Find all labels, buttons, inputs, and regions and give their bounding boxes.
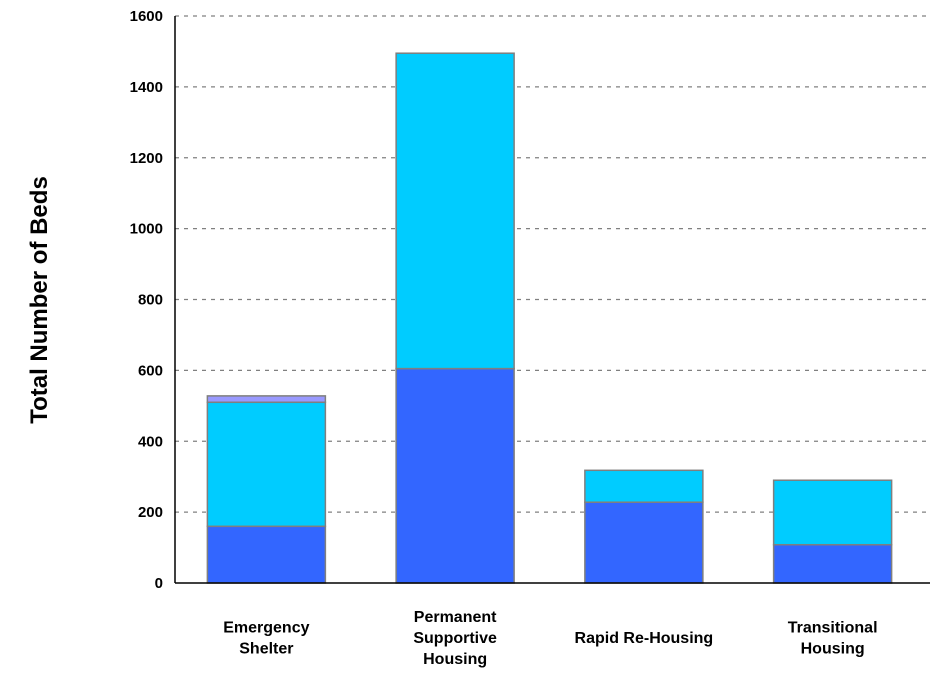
x-category-label: Permanent Supportive Housing: [413, 609, 497, 668]
y-tick-label: 200: [138, 504, 163, 521]
y-tick-label: 800: [138, 292, 163, 309]
bar-segment: [206, 401, 327, 528]
bar-segment: [772, 479, 893, 546]
bar-segment: [206, 525, 327, 584]
y-tick-label: 400: [138, 433, 163, 450]
x-category-labels: Emergency Shelter Permanent Supportive Housi…: [223, 609, 877, 668]
y-tick-label: 1000: [130, 221, 163, 238]
bar-segment: [772, 543, 893, 584]
x-category-label: Transitional Housing: [788, 620, 878, 658]
bar-segment: [206, 395, 327, 404]
y-tick-label: 1400: [130, 79, 163, 96]
bar-segment: [584, 501, 704, 584]
y-tick-label: 1600: [130, 8, 163, 25]
bars: [206, 52, 893, 584]
bar-segment: [395, 367, 515, 584]
y-axis-title: Total Number of Beds: [26, 176, 53, 424]
y-tick-label: 600: [138, 362, 163, 379]
x-category-label: Emergency Shelter: [223, 620, 309, 658]
y-tick-labels: 0 200 400 600 800 1000 1200 1400 1600: [130, 8, 163, 592]
bar-segment: [584, 469, 704, 503]
y-tick-label: 1200: [130, 150, 163, 167]
bar-segment: [395, 52, 515, 370]
y-tick-label: 0: [155, 575, 163, 592]
x-category-label: Rapid Re-Housing: [575, 630, 714, 647]
